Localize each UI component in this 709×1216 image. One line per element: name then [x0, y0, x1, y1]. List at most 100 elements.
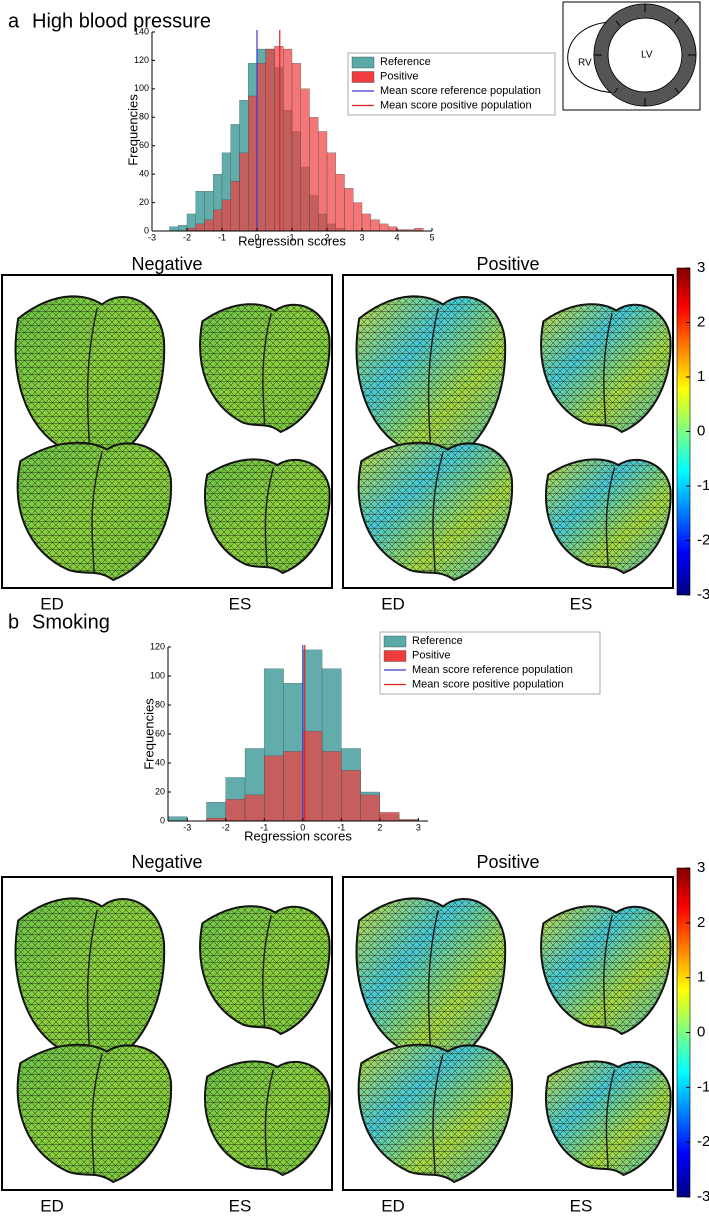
inset-diagram: RV LV — [562, 1, 701, 111]
colorbar-tick-label: 0 — [697, 422, 705, 439]
heart-septum — [605, 467, 616, 568]
x-tick-label: 2 — [324, 232, 329, 242]
y-tick-label: 80 — [155, 699, 165, 709]
y-tick-label: 120 — [134, 55, 149, 65]
x-tick-label: -1 — [337, 822, 345, 832]
histogram-bar — [326, 152, 336, 232]
histogram-bar — [169, 226, 179, 232]
phase-label: ED — [381, 1196, 405, 1215]
legend-label: Positive — [380, 70, 419, 82]
colorbar-tick-label: 3 — [697, 859, 705, 876]
colorbar-tick-label: 1 — [697, 368, 705, 385]
legend-label: Reference — [380, 56, 431, 68]
heart-mesh-lines — [541, 304, 671, 432]
heart-mesh-lines — [358, 1044, 513, 1182]
box-title: Positive — [476, 852, 539, 872]
legend-box — [379, 631, 601, 695]
heart-septum — [262, 313, 272, 426]
x-tick-label: 1 — [289, 232, 294, 242]
heart-mesh-lines — [200, 304, 330, 432]
colorbar-tick-label: 2 — [697, 313, 705, 330]
histogram-bar — [274, 46, 284, 232]
heart-mesh-lines — [200, 906, 330, 1034]
y-tick-label: 120 — [150, 641, 165, 651]
histogram-bar — [213, 209, 223, 232]
x-tick-label: 5 — [429, 232, 434, 242]
y-axis-label: Frequencies — [141, 698, 156, 770]
histogram-bar — [335, 173, 345, 232]
phase-label: ES — [570, 594, 593, 613]
legend-label: Positive — [412, 649, 451, 661]
lv-label: LV — [641, 50, 653, 61]
colorbar-tick-label: 1 — [697, 969, 705, 986]
x-tick-label: -1 — [260, 822, 268, 832]
legend-swatch — [383, 635, 407, 648]
heart-mesh-lines — [546, 459, 671, 573]
x-tick-label: 4 — [394, 232, 399, 242]
x-tick-label: 2 — [377, 822, 382, 832]
x-tick-label: 3 — [416, 822, 421, 832]
heart-septum — [605, 1069, 616, 1170]
x-tick-label: -3 — [148, 232, 156, 242]
heart-septum — [262, 915, 272, 1028]
y-tick-label: 100 — [150, 670, 165, 680]
heart-mesh-lines — [541, 906, 671, 1034]
heart-septum — [264, 1069, 275, 1170]
histogram-bar — [353, 202, 363, 232]
histogram-bar — [344, 188, 354, 232]
y-tick-label: 80 — [139, 112, 149, 122]
histogram-bar — [264, 755, 284, 822]
x-tick-label: 0 — [300, 822, 305, 832]
x-tick-label: -3 — [183, 822, 191, 832]
x-tick-label: -2 — [222, 822, 230, 832]
x-tick-label: -2 — [183, 232, 191, 242]
legend-box — [347, 52, 556, 116]
heart-mesh-lines — [15, 296, 165, 462]
heart-mesh-lines — [17, 1044, 172, 1182]
legend-label: Mean score reference population — [412, 664, 573, 676]
heart-septum — [432, 452, 444, 573]
histogram-bar — [204, 219, 214, 232]
histogram-bar — [379, 223, 389, 232]
heart-mesh-lines — [356, 898, 506, 1064]
colorbar-tick-label: -2 — [697, 531, 709, 548]
x-tick-label: 0 — [254, 232, 259, 242]
histogram-bar — [341, 770, 361, 822]
histogram-bar — [221, 199, 231, 232]
x-axis-label: Regression scores — [238, 233, 346, 248]
colorbar-tick-label: -3 — [697, 586, 709, 603]
y-tick-label: 60 — [155, 728, 165, 738]
y-tick-label: 20 — [139, 197, 149, 207]
heart-septum — [603, 915, 613, 1028]
phase-label: ED — [40, 594, 64, 613]
legend-swatch — [383, 650, 407, 662]
heart-septum — [603, 313, 613, 426]
histogram-bar — [360, 794, 381, 822]
phase-label: ED — [381, 594, 405, 613]
y-tick-label: 20 — [155, 786, 165, 796]
histogram-bar — [379, 812, 400, 822]
heart-mesh-lines — [356, 296, 506, 462]
panel-label: b — [8, 611, 19, 633]
y-tick-label: 100 — [134, 83, 149, 93]
phase-label: ES — [229, 1196, 252, 1215]
x-tick-label: -1 — [218, 232, 226, 242]
y-tick-label: 0 — [144, 225, 149, 235]
lv-inner — [607, 17, 683, 93]
histogram-bar — [291, 63, 301, 232]
histogram-bar — [283, 48, 293, 232]
histogram-bar — [225, 799, 246, 822]
legend-label: Mean score reference population — [380, 85, 541, 97]
phase-label: ED — [40, 1196, 64, 1215]
histogram-bar — [256, 63, 266, 232]
heart-septum — [91, 452, 103, 573]
rv-label: RV — [578, 58, 592, 69]
histogram-bar — [230, 181, 240, 232]
box-title: Positive — [476, 254, 539, 274]
heart-septum — [91, 1054, 103, 1175]
arrows — [594, 4, 696, 106]
histogram-bar — [388, 226, 398, 232]
histogram-bar — [283, 751, 303, 822]
legend-label: Mean score positive population — [412, 678, 564, 690]
